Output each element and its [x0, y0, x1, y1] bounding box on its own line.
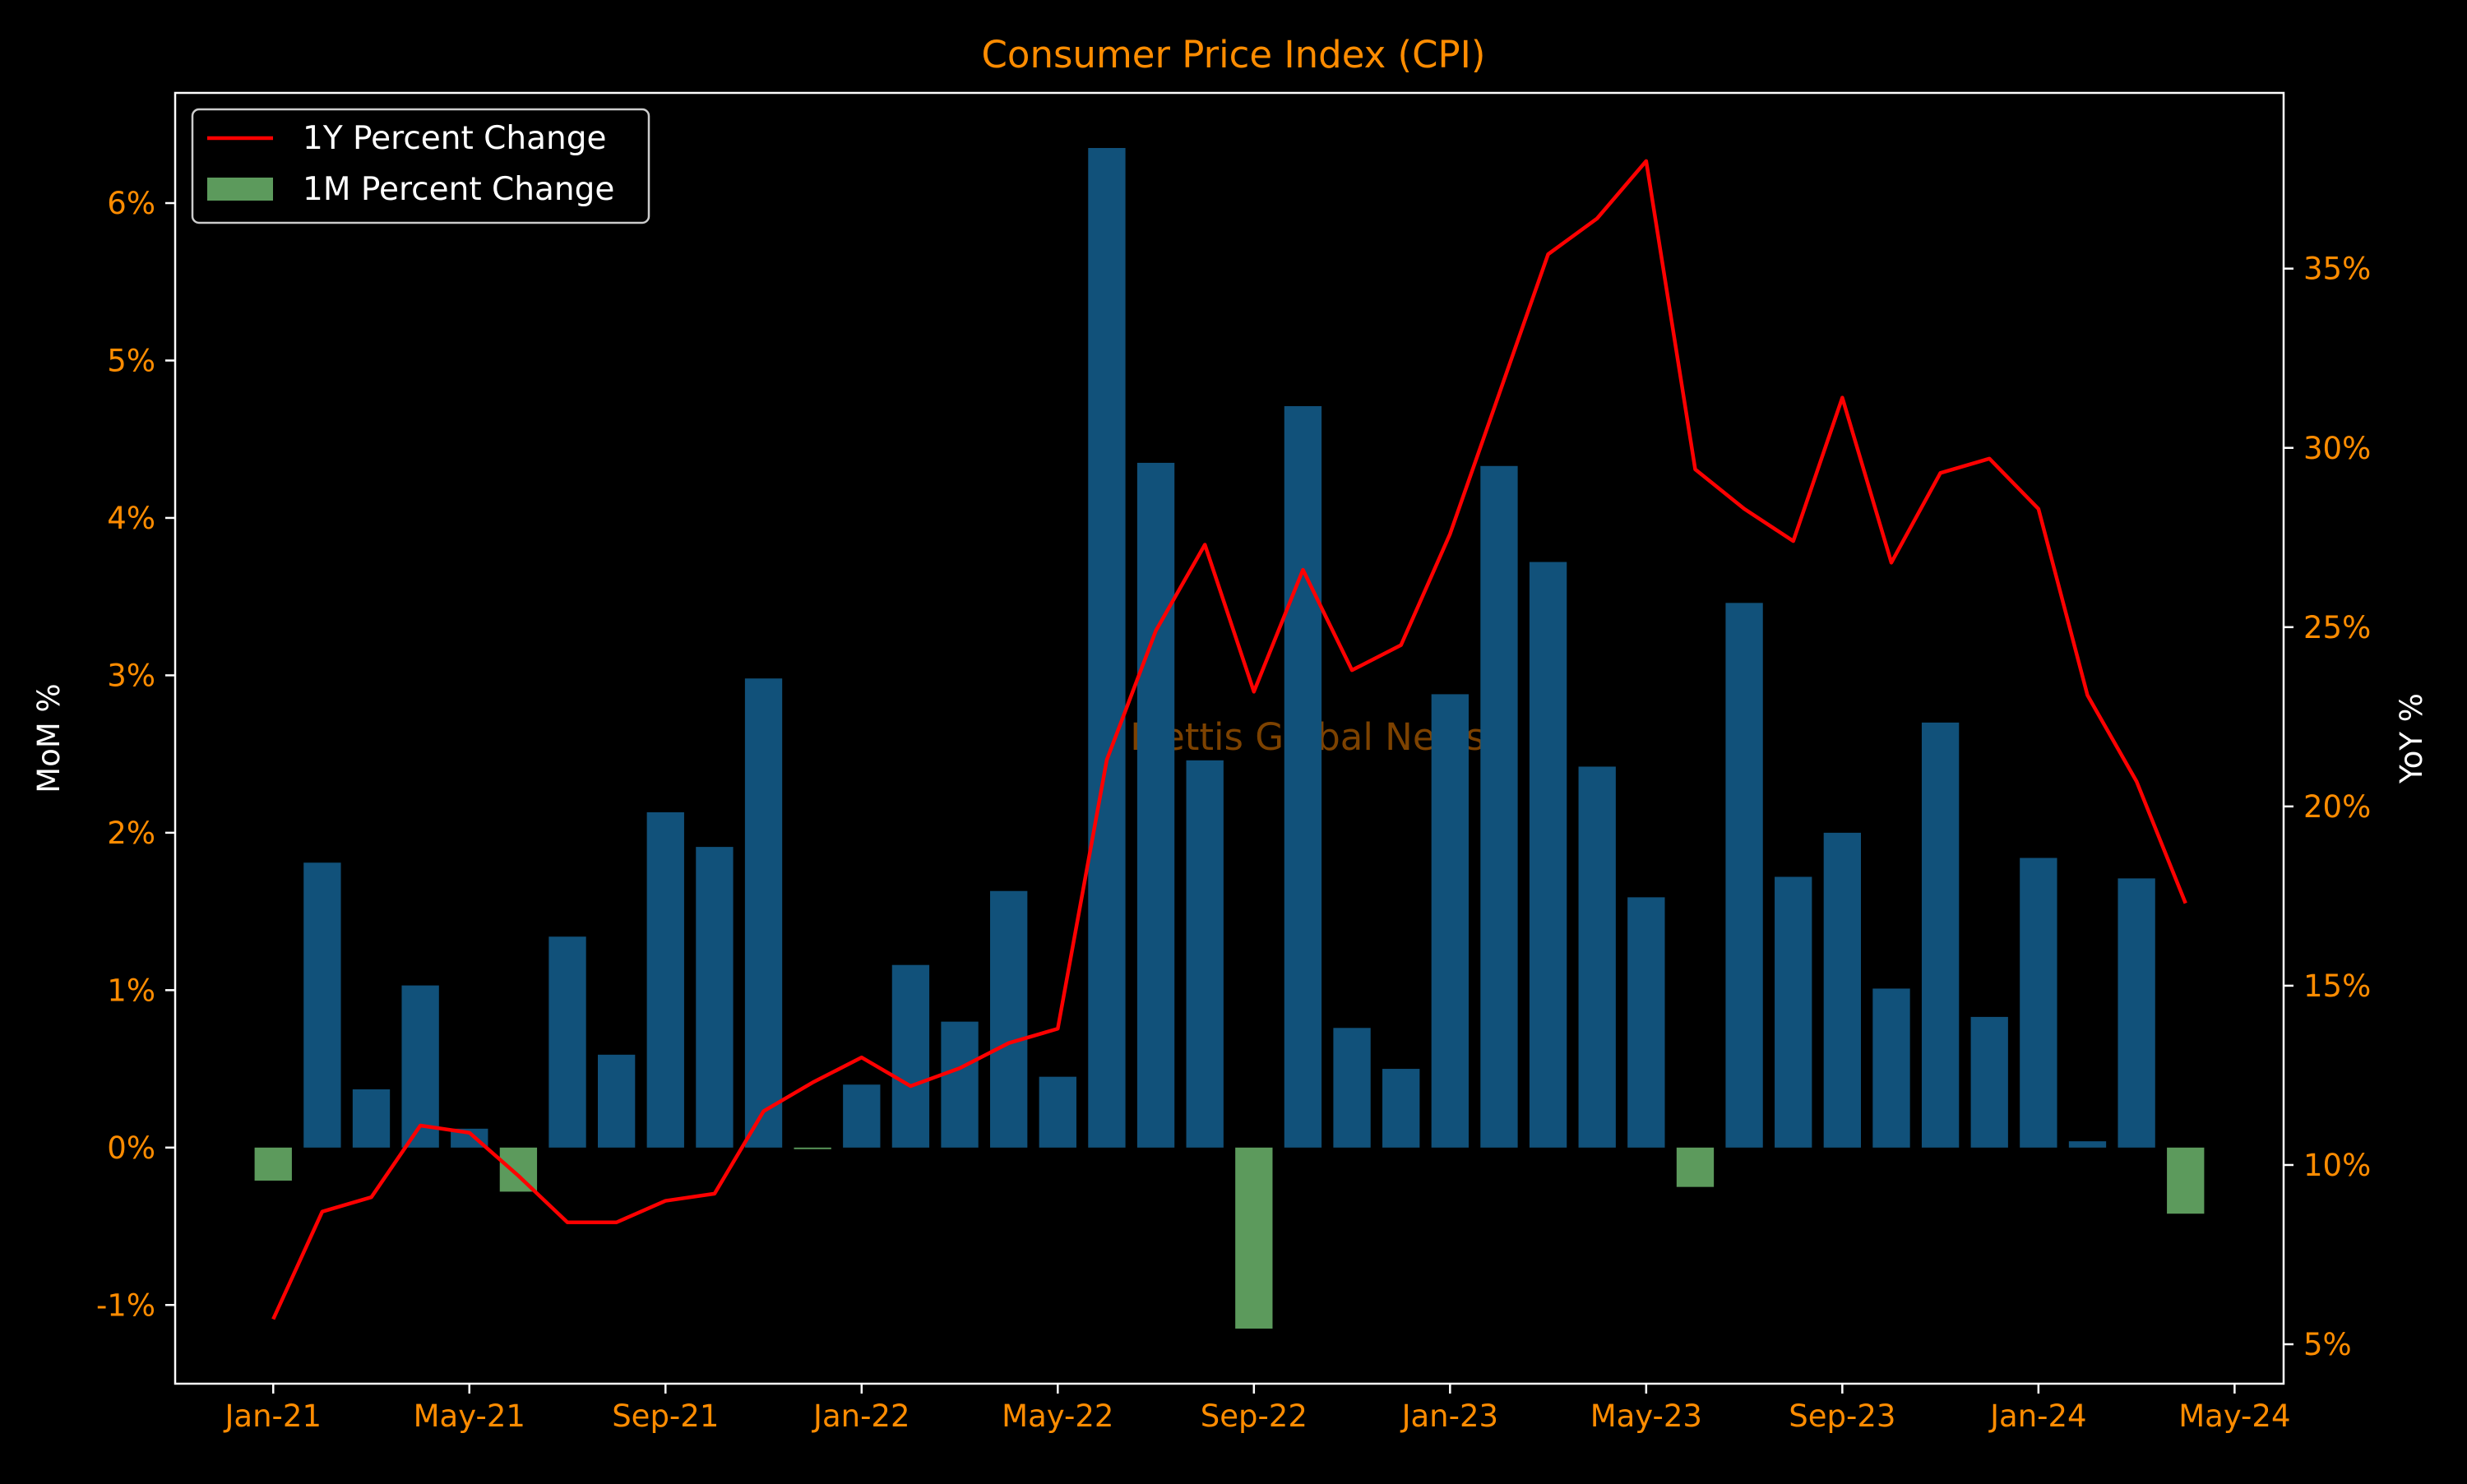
- x-tick-label: May-22: [1002, 1398, 1113, 1434]
- chart-title: Consumer Price Index (CPI): [982, 33, 1486, 76]
- bar-mar-24: [2118, 878, 2155, 1148]
- yoy-line: [271, 159, 2187, 1320]
- bar-dec-23: [1970, 1016, 2008, 1148]
- x-tick-label: Sep-22: [1201, 1398, 1308, 1434]
- legend: 1Y Percent Change 1M Percent Change: [191, 108, 650, 224]
- bar-oct-23: [1872, 988, 1910, 1148]
- x-tick-label: May-21: [414, 1398, 525, 1434]
- x-tick-label: Sep-23: [1789, 1398, 1895, 1434]
- y-right-tick-label: 25%: [2303, 610, 2371, 645]
- bar-jun-21: [499, 1147, 538, 1192]
- bar-mar-21: [352, 1089, 391, 1148]
- bar-may-22: [1039, 1076, 1076, 1148]
- bar-apr-22: [990, 890, 1028, 1148]
- legend-box: [191, 108, 650, 224]
- bar-apr-21: [401, 985, 439, 1148]
- x-tick-label: Jan-23: [1400, 1398, 1498, 1434]
- bar-feb-23: [1480, 465, 1518, 1148]
- bar-oct-22: [1284, 406, 1322, 1148]
- y-axis-left-label: MoM %: [31, 683, 67, 793]
- legend-label-1m: 1M Percent Change: [303, 171, 614, 208]
- line-series-group: [271, 159, 2187, 1320]
- y-left-tick-label: 6%: [107, 186, 155, 221]
- bar-jan-21: [254, 1147, 292, 1181]
- bar-jul-23: [1725, 603, 1763, 1148]
- bar-jan-22: [843, 1084, 881, 1148]
- y-left-tick-label: 5%: [107, 343, 155, 378]
- x-tick-label: Sep-21: [612, 1398, 719, 1434]
- bar-jun-22: [1088, 148, 1126, 1148]
- bar-apr-23: [1578, 766, 1616, 1148]
- bar-mar-23: [1529, 562, 1567, 1148]
- y-left-tick-label: 0%: [107, 1130, 155, 1166]
- bar-jun-23: [1676, 1147, 1715, 1187]
- plot-frame: [174, 91, 2285, 1385]
- bar-nov-23: [1921, 722, 1960, 1148]
- bar-series-group: [254, 148, 2205, 1329]
- bar-sep-21: [646, 811, 684, 1148]
- bar-nov-21: [744, 678, 783, 1148]
- x-tick-label: May-23: [1590, 1398, 1702, 1434]
- x-tick-label: May-24: [2178, 1398, 2290, 1434]
- y-left-tick-label: 3%: [107, 658, 155, 693]
- x-tick-label: Jan-24: [1988, 1398, 2086, 1434]
- bar-apr-24: [2167, 1147, 2205, 1214]
- legend-patch-swatch: [207, 178, 273, 201]
- legend-label-1y: 1Y Percent Change: [303, 120, 607, 157]
- bar-feb-22: [891, 964, 930, 1148]
- bar-sep-22: [1235, 1147, 1273, 1329]
- bar-dec-22: [1382, 1069, 1420, 1148]
- bar-jul-21: [548, 936, 586, 1148]
- bar-oct-21: [696, 847, 734, 1148]
- x-tick-label: Jan-21: [224, 1398, 322, 1434]
- bar-jan-24: [2020, 858, 2057, 1148]
- y-right-tick-label: 15%: [2303, 969, 2371, 1004]
- bar-jul-22: [1136, 462, 1175, 1148]
- bar-aug-22: [1186, 760, 1224, 1148]
- bar-mar-22: [941, 1021, 979, 1148]
- bar-dec-21: [794, 1147, 831, 1149]
- bar-aug-21: [597, 1054, 636, 1148]
- y-left-tick-label: 4%: [107, 501, 155, 536]
- x-tick-label: Jan-22: [812, 1398, 910, 1434]
- y-right-tick-label: 10%: [2303, 1148, 2371, 1183]
- y-right-tick-label: 35%: [2303, 252, 2371, 287]
- y-right-tick-label: 5%: [2303, 1327, 2352, 1362]
- y-left-tick-label: 1%: [107, 973, 155, 1008]
- y-axis-right-label: YoY %: [2394, 693, 2429, 784]
- bar-nov-22: [1333, 1028, 1371, 1148]
- bar-sep-23: [1823, 832, 1862, 1148]
- axes-group: -1% 0% 1% 2% 3% 4% 5% 6% 5% 10% 15% 20% 25% 30% 35% Jan…: [96, 186, 2371, 1434]
- bar-jan-23: [1431, 694, 1469, 1148]
- bar-feb-21: [303, 862, 341, 1148]
- y-left-tick-label: -1%: [96, 1288, 155, 1323]
- bar-aug-23: [1775, 876, 1812, 1148]
- y-left-tick-label: 2%: [107, 816, 155, 851]
- bar-feb-24: [2068, 1141, 2107, 1148]
- y-right-tick-label: 30%: [2303, 431, 2371, 466]
- y-right-tick-label: 20%: [2303, 789, 2371, 825]
- bar-may-23: [1627, 897, 1665, 1148]
